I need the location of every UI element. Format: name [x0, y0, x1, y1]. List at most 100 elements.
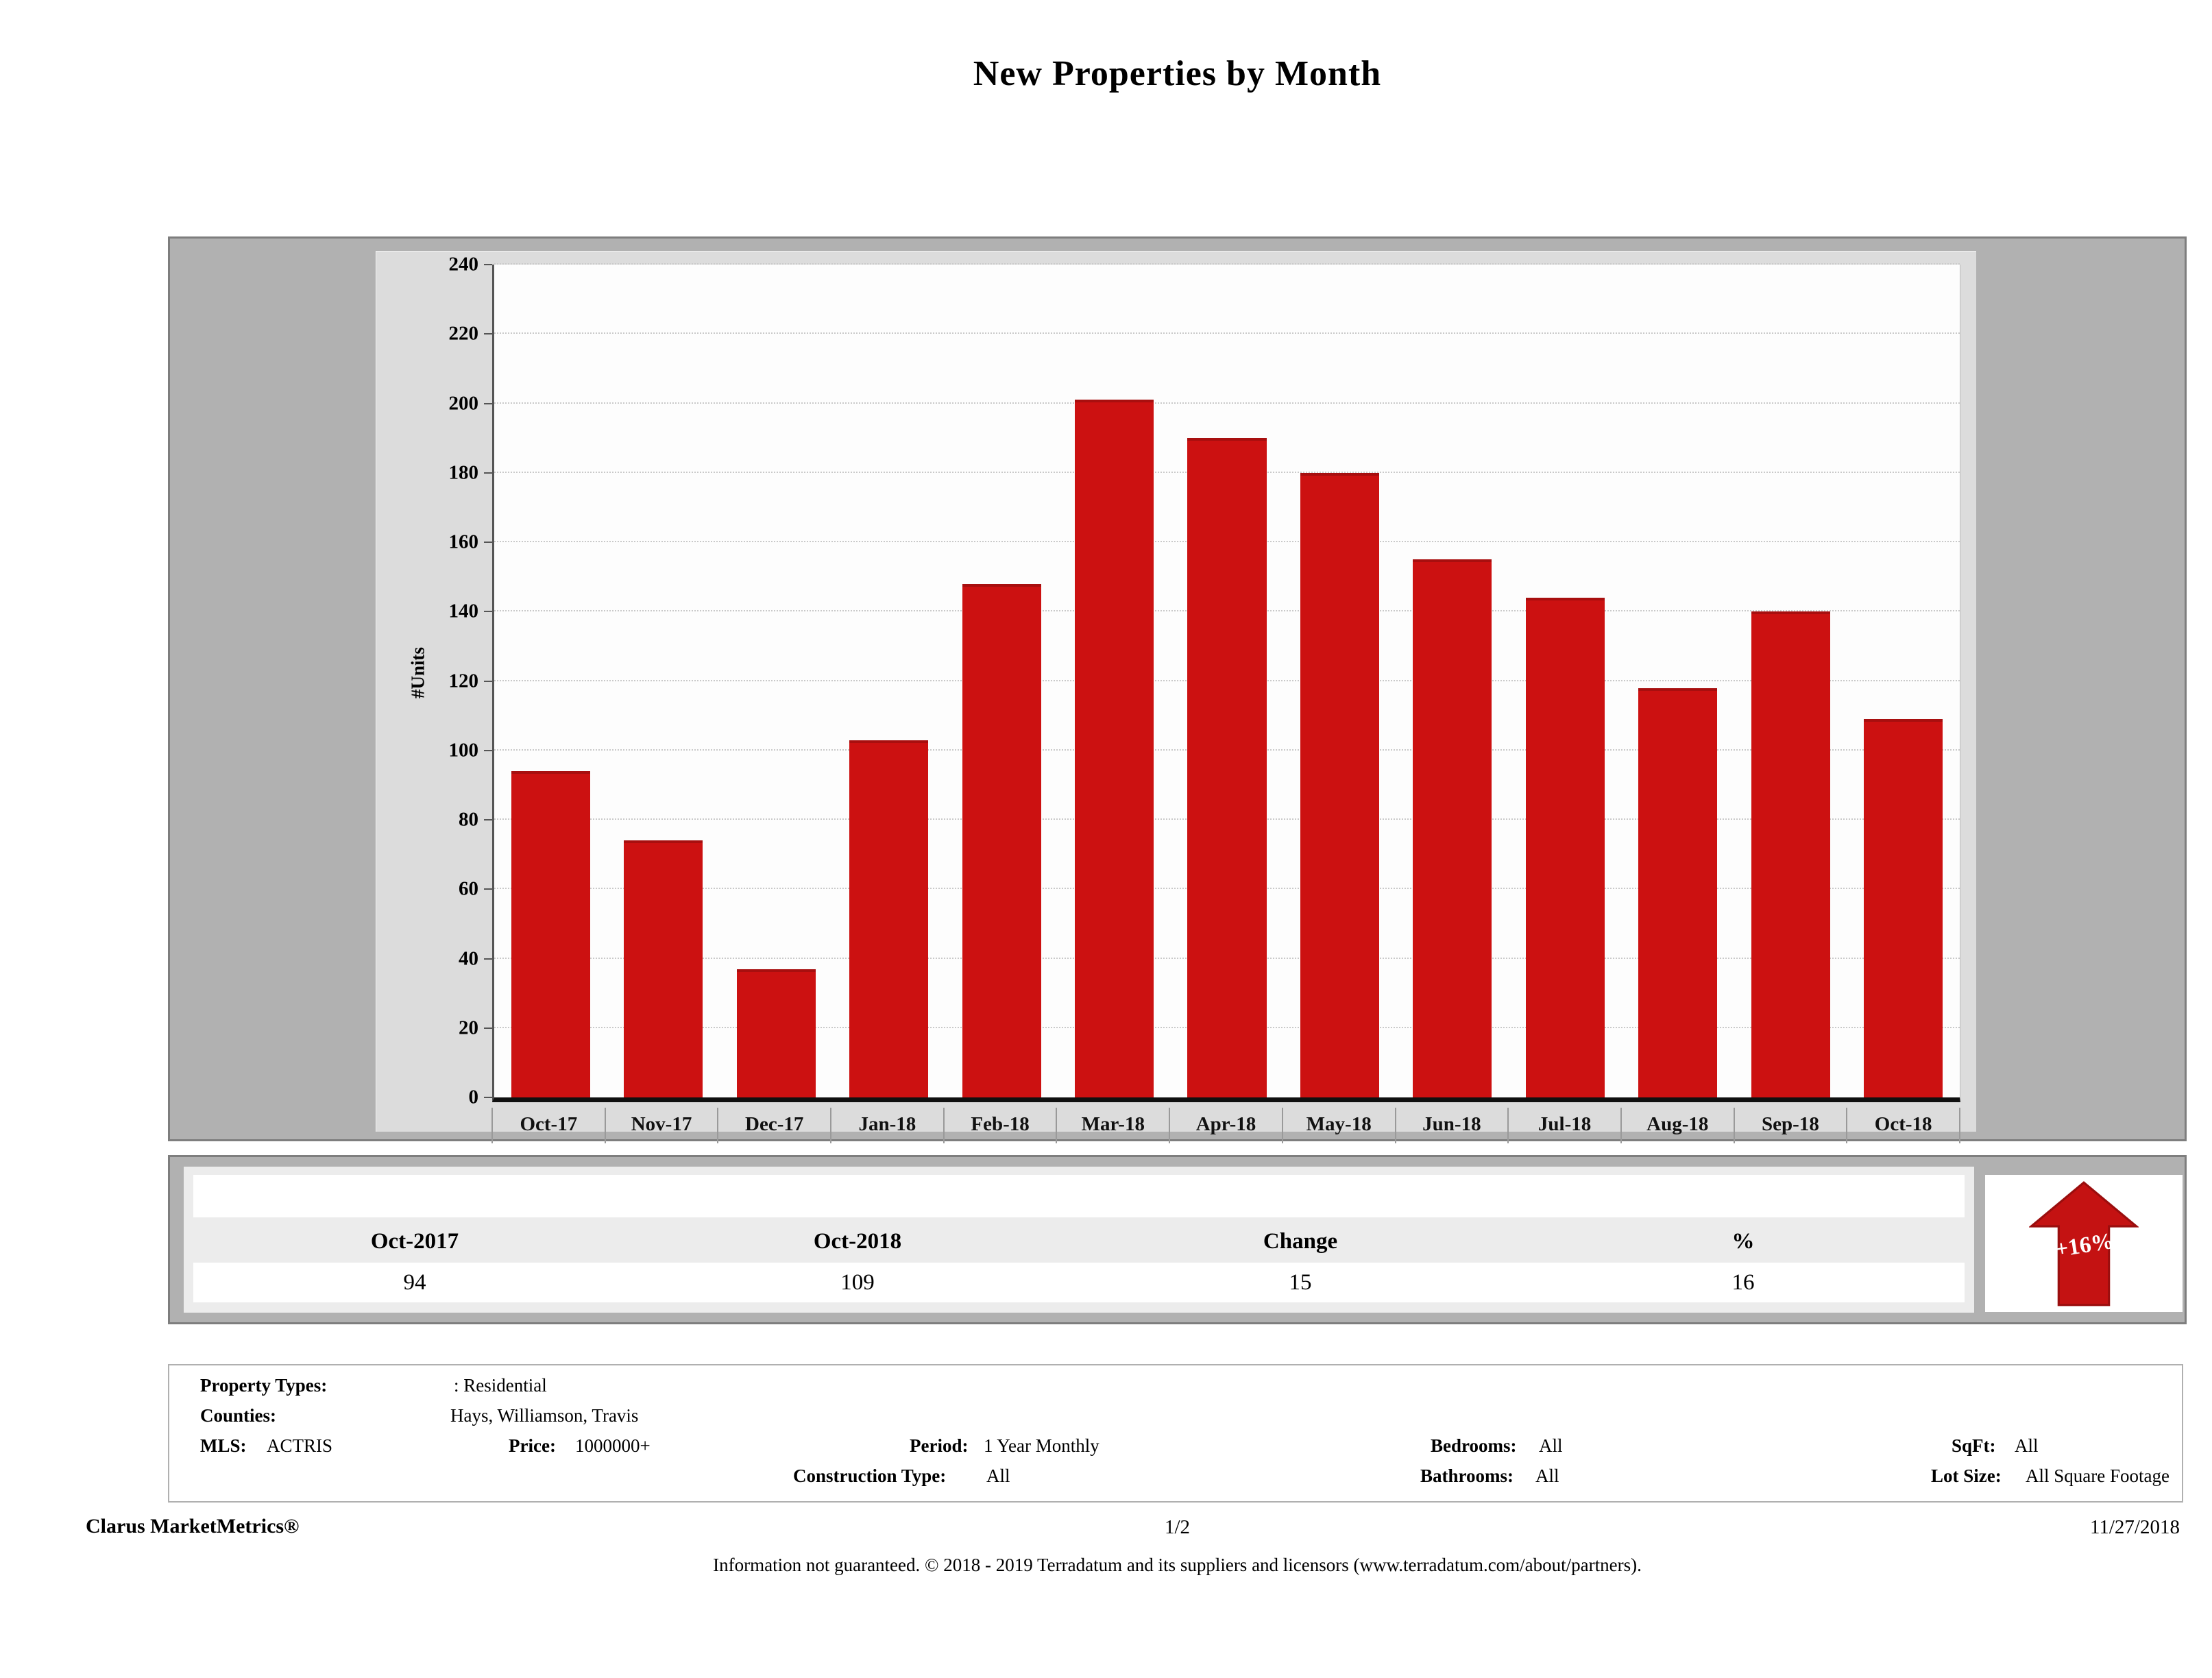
- y-tick-label: 20: [459, 1017, 478, 1039]
- period-value: 1 Year Monthly: [984, 1435, 1099, 1456]
- bar-Oct-18: [1864, 719, 1943, 1097]
- counties-value: Hays, Williamson, Travis: [450, 1405, 639, 1426]
- construction-type-value: All: [986, 1466, 1010, 1486]
- x-tick-label: Jul-18: [1538, 1113, 1592, 1135]
- filters-box: Property Types: : Residential Counties: …: [168, 1364, 2183, 1503]
- lot-size-value: All Square Footage: [2026, 1466, 2170, 1486]
- y-tick-label: 40: [459, 947, 478, 969]
- report-date: 11/27/2018: [2089, 1516, 2180, 1538]
- summary-value-cell: 109: [840, 1269, 875, 1295]
- x-tick-label: Dec-17: [745, 1113, 804, 1135]
- x-tick-separator: [1620, 1108, 1622, 1143]
- change-badge: +16%: [1985, 1175, 2183, 1312]
- y-tick-mark: [484, 264, 492, 265]
- summary-value-cell: 16: [1731, 1269, 1755, 1295]
- x-tick-label: Oct-18: [1874, 1113, 1932, 1135]
- sqft-value: All: [2015, 1435, 2039, 1456]
- y-tick-label: 120: [448, 670, 479, 692]
- x-tick-label: Sep-18: [1762, 1113, 1819, 1135]
- x-tick-label: Jan-18: [858, 1113, 916, 1135]
- x-tick-separator: [717, 1108, 719, 1143]
- x-tick-label: Jun-18: [1422, 1113, 1481, 1135]
- bathrooms-value: All: [1535, 1466, 1559, 1486]
- y-tick-mark: [484, 472, 492, 474]
- gridline: [494, 332, 1960, 335]
- y-tick-label: 200: [448, 392, 479, 414]
- chart-panel: #Units Oct-17 Nov-17 Dec-17 Jan-18 Feb-18 Mar…: [376, 251, 1976, 1143]
- property-types-value: : Residential: [454, 1375, 547, 1396]
- y-tick-mark: [484, 680, 492, 682]
- chart-container: #Units Oct-17 Nov-17 Dec-17 Jan-18 Feb-18 Mar…: [168, 236, 2187, 1143]
- y-tick-label: 60: [459, 877, 478, 900]
- bedrooms-value: All: [1539, 1435, 1563, 1456]
- y-tick-label: 180: [448, 461, 479, 484]
- bar-Aug-18: [1638, 688, 1718, 1097]
- x-tick-separator: [1846, 1108, 1848, 1143]
- period-label: Period:: [910, 1435, 969, 1456]
- y-tick-mark: [484, 611, 492, 613]
- summary-table: Oct-2017 Oct-2018 Change% 94 109 15 16: [184, 1167, 1974, 1313]
- y-tick-mark: [484, 542, 492, 544]
- x-tick-separator: [830, 1108, 832, 1143]
- x-tick-separator: [1056, 1108, 1058, 1143]
- x-tick-separator: [1507, 1108, 1509, 1143]
- y-tick-mark: [484, 1027, 492, 1029]
- y-tick-label: 220: [448, 322, 479, 345]
- y-tick-label: 140: [448, 600, 479, 622]
- bar-Mar-18: [1074, 400, 1154, 1097]
- y-tick-label: 80: [459, 808, 478, 831]
- x-tick-separator: [604, 1108, 606, 1143]
- construction-type-label: Construction Type:: [793, 1466, 947, 1486]
- up-arrow-icon: +16%: [2029, 1181, 2139, 1306]
- sqft-label: SqFt:: [1952, 1435, 1996, 1456]
- x-tick-separator: [1959, 1108, 1960, 1143]
- x-tick-separator: [1733, 1108, 1735, 1143]
- x-tick-separator: [943, 1108, 945, 1143]
- summary-header-cell: %: [1731, 1228, 1755, 1254]
- summary-section: Oct-2017 Oct-2018 Change% 94 109 15 16 +16%: [168, 1155, 2187, 1324]
- x-axis-labels: Oct-17 Nov-17 Dec-17 Jan-18 Feb-18 Mar-18 Apr-…: [491, 1108, 1960, 1149]
- x-tick-label: Mar-18: [1081, 1113, 1145, 1135]
- bar-Jan-18: [849, 740, 929, 1097]
- summary-value-cell: 94: [403, 1269, 426, 1295]
- bar-Apr-18: [1187, 438, 1267, 1097]
- y-tick-label: 240: [448, 253, 479, 276]
- bar-Oct-17: [511, 771, 590, 1097]
- summary-blank-row: [193, 1175, 1965, 1217]
- x-tick-separator: [1394, 1108, 1396, 1143]
- page-number: 1/2: [1164, 1516, 1191, 1538]
- x-tick-separator: [1281, 1108, 1283, 1143]
- summary-header-cell: Oct-2017: [370, 1228, 459, 1254]
- x-tick-label: Aug-18: [1646, 1113, 1709, 1135]
- y-tick-label: 0: [468, 1086, 479, 1108]
- bar-Nov-17: [624, 840, 703, 1097]
- bar-Jun-18: [1413, 559, 1492, 1097]
- bar-Jul-18: [1525, 598, 1605, 1097]
- disclaimer-text: Information not guaranteed. © 2018 - 201…: [713, 1555, 1642, 1575]
- x-tick-separator: [491, 1108, 493, 1143]
- summary-header-cell: Change: [1263, 1228, 1338, 1254]
- x-tick-separator: [1169, 1108, 1171, 1143]
- y-tick-mark: [484, 402, 492, 404]
- x-tick-label: Nov-17: [631, 1113, 692, 1135]
- bar-Sep-18: [1751, 611, 1830, 1097]
- summary-value-row: 94 109 15 16: [193, 1263, 1965, 1302]
- lot-size-label: Lot Size:: [1931, 1466, 2002, 1486]
- y-tick-mark: [484, 333, 492, 335]
- x-tick-label: Oct-17: [520, 1113, 578, 1135]
- property-types-label: Property Types:: [200, 1375, 328, 1396]
- mls-value: ACTRIS: [267, 1435, 333, 1456]
- x-tick-label: Apr-18: [1195, 1113, 1256, 1135]
- y-tick-mark: [484, 888, 492, 890]
- bar-Feb-18: [962, 583, 1041, 1097]
- x-tick-label: May-18: [1306, 1113, 1372, 1135]
- bar-May-18: [1300, 472, 1379, 1097]
- gridline: [494, 263, 1960, 265]
- bar-Dec-17: [736, 969, 816, 1097]
- y-tick-mark: [484, 958, 492, 960]
- mls-label: MLS:: [200, 1435, 247, 1456]
- y-tick-mark: [484, 749, 492, 751]
- x-tick-label: Feb-18: [971, 1113, 1030, 1135]
- gridline: [494, 402, 1960, 404]
- plot-area: [484, 263, 1960, 1102]
